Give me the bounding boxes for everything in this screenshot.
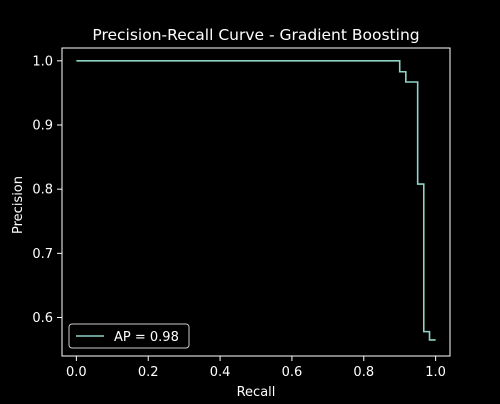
y-tick-label: 0.6	[32, 311, 53, 326]
pr-curve-line	[76, 60, 436, 341]
legend-label: AP = 0.98	[114, 330, 179, 345]
y-tick-label: 1.0	[32, 54, 53, 69]
x-tick-label: 1.0	[425, 365, 446, 380]
chart-title: Precision-Recall Curve - Gradient Boosti…	[92, 26, 419, 44]
x-tick-label: 0.8	[353, 365, 374, 380]
plot-frame	[61, 47, 451, 357]
x-tick-label: 0.4	[210, 365, 231, 380]
y-tick-label: 0.9	[32, 119, 53, 134]
x-tick-label: 0.6	[282, 365, 303, 380]
x-tick-label: 0.2	[138, 365, 159, 380]
y-tick-label: 0.8	[32, 183, 53, 198]
x-tick-label: 0.0	[66, 365, 87, 380]
x-axis-label: Recall	[237, 385, 276, 400]
y-tick-label: 0.7	[32, 247, 53, 262]
series-group	[76, 60, 436, 341]
legend-box	[68, 323, 190, 349]
y-axis-label: Precision	[11, 176, 26, 234]
legend: AP = 0.98	[68, 323, 190, 349]
axes-group: 0.0 0.2 0.4 0.6 0.8 1.0 0.6 0.7 0.8 0.9 1.0	[32, 47, 451, 380]
